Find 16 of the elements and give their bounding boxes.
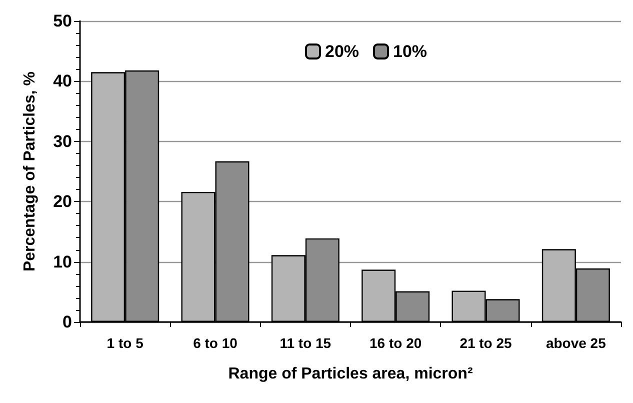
x-tick-label: 11 to 15 xyxy=(280,335,332,351)
legend-label: 20% xyxy=(325,42,360,61)
legend-label: 10% xyxy=(393,42,428,61)
y-tick-label: 40 xyxy=(53,72,72,91)
x-tick-label: 21 to 25 xyxy=(460,335,512,351)
y-axis-title: Percentage of Particles, % xyxy=(22,71,38,272)
x-axis-title: Range of Particles area, micron² xyxy=(228,366,473,382)
x-tick-label: 6 to 10 xyxy=(193,335,238,351)
x-tick-label: 1 to 5 xyxy=(106,335,144,351)
x-tick-label: above 25 xyxy=(546,335,606,351)
y-tick-label: 20 xyxy=(53,192,72,212)
x-tick-label: 16 to 20 xyxy=(370,335,422,351)
y-tick-label: 0 xyxy=(62,312,72,332)
y-tick-label: 10 xyxy=(53,252,72,272)
y-tick-label: 50 xyxy=(53,12,72,30)
y-tick-label: 30 xyxy=(53,132,72,151)
